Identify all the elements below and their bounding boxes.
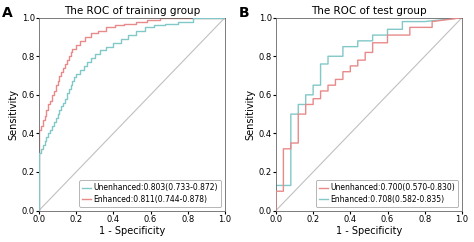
- Unenhanced:0.700(0.570-0.830): [429, 26, 435, 29]
- Y-axis label: Sensitivity: Sensitivity: [9, 89, 19, 140]
- Enhanced:0.708(0.582-0.835): [318, 62, 323, 65]
- Text: A: A: [2, 6, 12, 20]
- Y-axis label: Sensitivity: Sensitivity: [246, 89, 256, 140]
- Unenhanced:0.700(0.570-0.830): [340, 78, 346, 81]
- Unenhanced:0.700(0.570-0.830): [325, 84, 331, 87]
- Unenhanced:0.700(0.570-0.830): [325, 90, 331, 92]
- Line: Enhanced:0.708(0.582-0.835): Enhanced:0.708(0.582-0.835): [276, 18, 462, 211]
- Unenhanced:0.700(0.570-0.830): [288, 142, 294, 144]
- Unenhanced:0.700(0.570-0.830): [273, 209, 279, 212]
- Enhanced:0.708(0.582-0.835): [385, 28, 391, 31]
- Enhanced:0.708(0.582-0.835): [340, 45, 346, 48]
- Unenhanced:0.700(0.570-0.830): [362, 51, 368, 54]
- Unenhanced:0.700(0.570-0.830): [429, 20, 435, 23]
- Legend: Unenhanced:0.700(0.570-0.830), Enhanced:0.708(0.582-0.835): Unenhanced:0.700(0.570-0.830), Enhanced:…: [316, 180, 458, 207]
- Unenhanced:0.803(0.733-0.872): [151, 26, 157, 29]
- Unenhanced:0.700(0.570-0.830): [303, 113, 309, 116]
- Unenhanced:0.700(0.570-0.830): [370, 41, 375, 44]
- Enhanced:0.708(0.582-0.835): [303, 103, 309, 106]
- Unenhanced:0.700(0.570-0.830): [318, 90, 323, 92]
- Unenhanced:0.700(0.570-0.830): [347, 64, 353, 67]
- Unenhanced:0.700(0.570-0.830): [355, 59, 361, 61]
- Unenhanced:0.700(0.570-0.830): [459, 16, 465, 19]
- Unenhanced:0.700(0.570-0.830): [310, 97, 316, 100]
- Unenhanced:0.803(0.733-0.872): [118, 41, 124, 44]
- Line: Unenhanced:0.700(0.570-0.830): Unenhanced:0.700(0.570-0.830): [276, 18, 462, 211]
- Unenhanced:0.803(0.733-0.872): [36, 209, 42, 212]
- Unenhanced:0.803(0.733-0.872): [191, 16, 196, 19]
- Unenhanced:0.700(0.570-0.830): [407, 34, 413, 37]
- Enhanced:0.708(0.582-0.835): [370, 39, 375, 42]
- Unenhanced:0.700(0.570-0.830): [310, 103, 316, 106]
- Unenhanced:0.700(0.570-0.830): [340, 70, 346, 73]
- Enhanced:0.708(0.582-0.835): [318, 84, 323, 87]
- Enhanced:0.811(0.744-0.878): [36, 209, 42, 212]
- Enhanced:0.811(0.744-0.878): [157, 16, 163, 19]
- Unenhanced:0.803(0.733-0.872): [125, 34, 131, 37]
- Enhanced:0.811(0.744-0.878): [51, 90, 57, 92]
- Line: Enhanced:0.811(0.744-0.878): Enhanced:0.811(0.744-0.878): [39, 18, 225, 211]
- Enhanced:0.708(0.582-0.835): [310, 84, 316, 87]
- Enhanced:0.811(0.744-0.878): [82, 36, 88, 38]
- Unenhanced:0.700(0.570-0.830): [281, 147, 286, 150]
- Enhanced:0.811(0.744-0.878): [222, 16, 228, 19]
- Enhanced:0.708(0.582-0.835): [325, 62, 331, 65]
- Unenhanced:0.700(0.570-0.830): [295, 142, 301, 144]
- Legend: Unenhanced:0.803(0.733-0.872), Enhanced:0.811(0.744-0.878): Unenhanced:0.803(0.733-0.872), Enhanced:…: [79, 180, 221, 207]
- Enhanced:0.708(0.582-0.835): [400, 28, 405, 31]
- Title: The ROC of test group: The ROC of test group: [311, 6, 427, 15]
- X-axis label: 1 - Specificity: 1 - Specificity: [336, 227, 402, 236]
- Unenhanced:0.700(0.570-0.830): [385, 34, 391, 37]
- Enhanced:0.708(0.582-0.835): [295, 113, 301, 116]
- Enhanced:0.708(0.582-0.835): [303, 93, 309, 96]
- Unenhanced:0.700(0.570-0.830): [355, 64, 361, 67]
- Enhanced:0.811(0.744-0.878): [53, 84, 58, 87]
- Unenhanced:0.803(0.733-0.872): [118, 38, 124, 40]
- Unenhanced:0.700(0.570-0.830): [333, 78, 338, 81]
- Unenhanced:0.700(0.570-0.830): [303, 103, 309, 106]
- Unenhanced:0.803(0.733-0.872): [222, 16, 228, 19]
- Enhanced:0.708(0.582-0.835): [370, 34, 375, 37]
- Enhanced:0.708(0.582-0.835): [281, 184, 286, 187]
- Enhanced:0.708(0.582-0.835): [422, 20, 428, 23]
- Enhanced:0.708(0.582-0.835): [281, 184, 286, 187]
- Unenhanced:0.700(0.570-0.830): [362, 59, 368, 61]
- Unenhanced:0.803(0.733-0.872): [42, 144, 47, 146]
- Enhanced:0.708(0.582-0.835): [325, 55, 331, 58]
- Enhanced:0.708(0.582-0.835): [355, 45, 361, 48]
- Enhanced:0.708(0.582-0.835): [295, 103, 301, 106]
- Unenhanced:0.700(0.570-0.830): [295, 113, 301, 116]
- Unenhanced:0.700(0.570-0.830): [370, 51, 375, 54]
- Unenhanced:0.700(0.570-0.830): [273, 190, 279, 193]
- Unenhanced:0.700(0.570-0.830): [407, 26, 413, 29]
- Line: Unenhanced:0.803(0.733-0.872): Unenhanced:0.803(0.733-0.872): [39, 18, 225, 211]
- Unenhanced:0.700(0.570-0.830): [281, 190, 286, 193]
- Enhanced:0.708(0.582-0.835): [288, 184, 294, 187]
- Enhanced:0.811(0.744-0.878): [62, 62, 68, 65]
- Enhanced:0.708(0.582-0.835): [459, 16, 465, 19]
- Unenhanced:0.700(0.570-0.830): [385, 41, 391, 44]
- Unenhanced:0.700(0.570-0.830): [318, 97, 323, 100]
- Unenhanced:0.700(0.570-0.830): [288, 147, 294, 150]
- X-axis label: 1 - Specificity: 1 - Specificity: [99, 227, 165, 236]
- Enhanced:0.811(0.744-0.878): [172, 16, 178, 19]
- Enhanced:0.708(0.582-0.835): [288, 113, 294, 116]
- Enhanced:0.708(0.582-0.835): [310, 93, 316, 96]
- Enhanced:0.811(0.744-0.878): [64, 59, 70, 61]
- Enhanced:0.708(0.582-0.835): [400, 20, 405, 23]
- Enhanced:0.708(0.582-0.835): [422, 20, 428, 23]
- Unenhanced:0.700(0.570-0.830): [333, 84, 338, 87]
- Enhanced:0.708(0.582-0.835): [273, 209, 279, 212]
- Title: The ROC of training group: The ROC of training group: [64, 6, 200, 15]
- Enhanced:0.708(0.582-0.835): [355, 39, 361, 42]
- Text: B: B: [239, 6, 249, 20]
- Enhanced:0.708(0.582-0.835): [385, 34, 391, 37]
- Enhanced:0.708(0.582-0.835): [340, 55, 346, 58]
- Enhanced:0.708(0.582-0.835): [273, 184, 279, 187]
- Unenhanced:0.700(0.570-0.830): [347, 70, 353, 73]
- Unenhanced:0.803(0.733-0.872): [110, 45, 116, 48]
